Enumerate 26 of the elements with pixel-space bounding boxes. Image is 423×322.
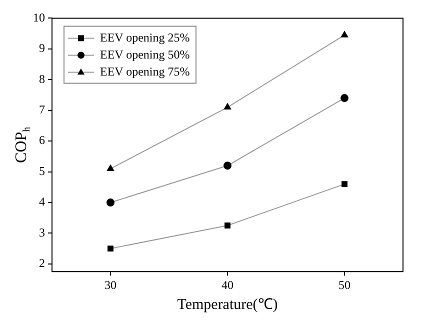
legend-label: EEV opening 25% (100, 30, 190, 44)
point (224, 162, 232, 170)
y-tick-label: 9 (39, 41, 45, 56)
y-tick-label: 7 (39, 102, 45, 116)
x-tick-label: 30 (104, 278, 116, 292)
point (340, 94, 348, 102)
point (106, 164, 114, 171)
y-tick-label: 6 (39, 133, 45, 148)
legend-label: EEV opening 50% (100, 47, 190, 62)
x-tick-label: 40 (222, 278, 234, 292)
point (224, 103, 232, 110)
point (108, 246, 114, 252)
y-tick-label: 4 (39, 194, 45, 209)
point (224, 222, 230, 228)
point (342, 181, 348, 188)
x-axis-title: Temperature(℃) (177, 296, 278, 313)
legend-label: EEV opening 75% (100, 64, 190, 78)
y-tick-label: 5 (39, 164, 45, 178)
x-tick-label: 50 (338, 278, 350, 292)
y-tick-label: 3 (39, 225, 45, 240)
y-tick-label: 10 (33, 10, 45, 24)
point (106, 198, 114, 206)
y-tick-label: 8 (39, 72, 45, 86)
y-tick-label: 2 (39, 256, 45, 270)
y-axis-title: COPh (13, 126, 33, 163)
point (340, 31, 348, 38)
